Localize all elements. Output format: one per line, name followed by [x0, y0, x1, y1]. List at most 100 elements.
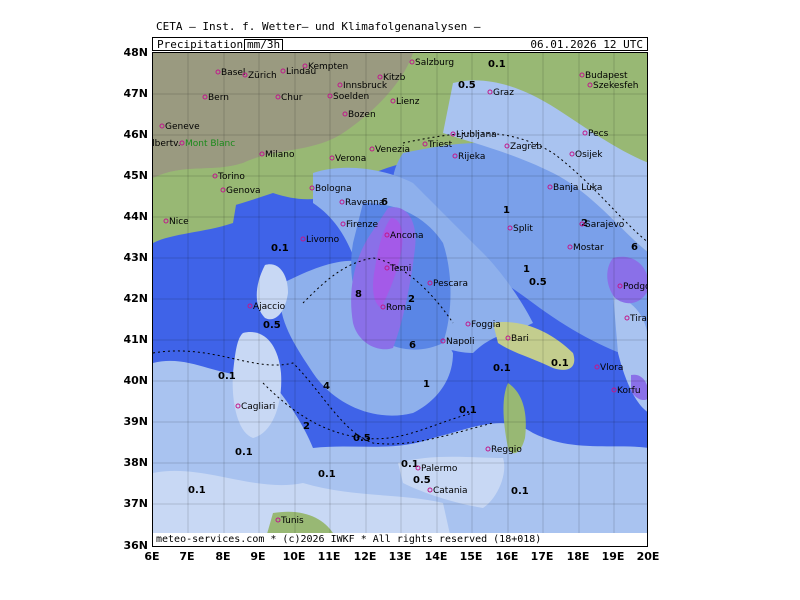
city-label: Szekesfeh	[593, 81, 639, 91]
city-marker	[302, 63, 308, 69]
city-marker	[327, 93, 333, 99]
city-label: Tunis	[280, 516, 304, 526]
city-marker	[569, 151, 575, 157]
contour-label: 1	[423, 379, 430, 390]
city-label: Catania	[433, 486, 468, 496]
city-marker	[485, 446, 491, 452]
city-marker	[611, 387, 617, 393]
city-label: Ljubljana	[456, 130, 497, 140]
city-marker	[309, 185, 315, 191]
city-marker	[450, 131, 456, 137]
contour-label: 6	[631, 242, 638, 253]
lat-label-38n: 38N	[123, 456, 148, 469]
city-label: Bozen	[348, 110, 376, 120]
city-label: Roma	[386, 303, 412, 313]
map-canvas: 0.1 0.5 0.1 6 8 6 2 4 1 0.5 0.1 2 0.5 0.…	[153, 53, 648, 546]
city-marker	[547, 184, 553, 190]
lon-label-19e: 19E	[601, 550, 625, 563]
city-marker	[212, 173, 218, 179]
city-label: Split	[513, 224, 533, 234]
city-label: Podgorica	[623, 282, 648, 292]
city-label: Palermo	[421, 464, 458, 474]
city-label: Salzburg	[415, 58, 454, 68]
precip-area-adriatic	[392, 143, 647, 363]
lon-label-7e: 7E	[179, 550, 195, 563]
lat-label-37n: 37N	[123, 497, 148, 510]
city-marker	[617, 283, 623, 289]
city-label: Vlora	[600, 363, 623, 373]
chart-title: CETA – Inst. f. Wetter– und Klimafolgena…	[156, 20, 481, 33]
city-marker	[390, 98, 396, 104]
city-label: Firenze	[346, 220, 378, 230]
lon-label-17e: 17E	[530, 550, 554, 563]
contour-label: 6	[409, 340, 416, 351]
lat-label-45n: 45N	[123, 169, 148, 182]
city-label: Pecs	[588, 129, 609, 139]
city-marker	[452, 153, 458, 159]
contour-label: 0.1	[551, 358, 569, 369]
contour-label: 0.1	[493, 363, 511, 374]
city-marker	[259, 151, 265, 157]
contour-label: 0.5	[458, 80, 476, 91]
alps-highland	[153, 53, 413, 178]
city-label: Pescara	[433, 279, 468, 289]
lat-label-48n: 48N	[123, 46, 148, 59]
city-label: Bari	[511, 334, 529, 344]
land-puglia	[493, 322, 575, 370]
city-marker	[242, 72, 248, 78]
land-south-france	[153, 163, 243, 243]
city-label: Lindau	[286, 67, 316, 77]
city-marker	[179, 140, 185, 146]
land-sicily	[398, 456, 505, 508]
city-marker	[440, 338, 446, 344]
city-marker	[380, 304, 386, 310]
city-marker	[215, 69, 221, 75]
lat-label-42n: 42N	[123, 292, 148, 305]
city-label: Kitzb	[383, 73, 406, 83]
city-label: Zürich	[248, 71, 277, 81]
lon-label-13e: 13E	[388, 550, 412, 563]
precipitation-map[interactable]: 0.1 0.5 0.1 6 8 6 2 4 1 0.5 0.1 2 0.5 0.…	[152, 52, 648, 547]
contour-label: 0.5	[353, 433, 371, 444]
lon-label-6e: 6E	[144, 550, 160, 563]
city-label: Banja Luka	[553, 183, 602, 193]
contour-label: 0.1	[318, 469, 336, 480]
contour-label: 0.5	[263, 320, 281, 331]
lat-label-40n: 40N	[123, 374, 148, 387]
city-marker	[487, 89, 493, 95]
city-marker	[505, 335, 511, 341]
city-marker	[275, 517, 281, 523]
city-marker	[377, 74, 383, 80]
city-marker	[202, 94, 208, 100]
precip-area-10mm	[373, 218, 403, 308]
contour-label: 2	[581, 218, 588, 229]
city-label: Triest	[427, 140, 453, 150]
city-label: Tirana	[629, 314, 648, 324]
city-label: Nice	[169, 217, 189, 227]
city-marker	[587, 82, 593, 88]
city-marker	[624, 315, 630, 321]
city-label: Napoli	[446, 337, 474, 347]
city-label: Ancona	[390, 231, 424, 241]
city-marker	[369, 146, 375, 152]
contour-line-north	[402, 132, 647, 243]
lat-label-47n: 47N	[123, 87, 148, 100]
city-label: Lienz	[396, 97, 420, 107]
city-label: Graz	[493, 88, 514, 98]
city-label: Mostar	[573, 243, 604, 253]
city-label: Venezia	[375, 145, 410, 155]
valid-datetime: 06.01.2026 12 UTC	[530, 38, 643, 51]
city-label: Osijek	[575, 150, 603, 160]
lat-label-44n: 44N	[123, 210, 148, 223]
city-marker	[339, 199, 345, 205]
unit-label: mm/3h	[244, 39, 284, 51]
lat-label-39n: 39N	[123, 415, 148, 428]
contour-label: 0.1	[188, 485, 206, 496]
city-marker	[384, 232, 390, 238]
city-label: Kempten	[308, 62, 348, 72]
city-label: Ravenna	[345, 198, 384, 208]
contour-label: 0.5	[413, 475, 431, 486]
city-label: Foggia	[471, 320, 501, 330]
graticule	[153, 53, 647, 546]
